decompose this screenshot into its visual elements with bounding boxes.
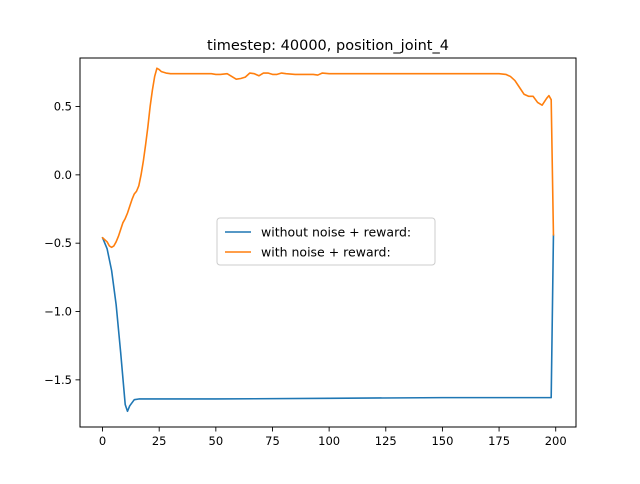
x-tick-label: 100 [318,434,340,448]
x-tick-label: 50 [209,434,224,448]
x-tick-label: 150 [431,434,453,448]
y-tick-label: −0.5 [44,236,72,250]
legend: without noise + reward: with noise + rewa… [216,217,436,266]
x-tick-label: 0 [99,434,106,448]
series-line-0 [101,234,555,413]
y-tick-label: 0.0 [54,168,72,182]
x-tick-label: 125 [375,434,397,448]
axes-frame [79,57,577,428]
y-tick-label: 0.5 [54,100,72,114]
legend-label-1: with noise + reward: [261,245,391,260]
axis-ticks: 0 25 50 75 100 125 150 175 200 −1.5 −1.0 −0.5 0.0 0.5 [44,100,567,448]
x-tick-label: 75 [265,434,280,448]
y-tick-label: −1.5 [44,373,72,387]
series-line-1 [101,67,555,249]
x-tick-label: 175 [488,434,510,448]
x-tick-label: 200 [545,434,567,448]
plot-area [101,67,555,413]
legend-box [216,217,436,266]
x-tick-label: 25 [152,434,167,448]
legend-label-0: without noise + reward: [261,225,411,240]
y-tick-label: −1.0 [44,305,72,319]
chart-title: timestep: 40000, position_joint_4 [207,38,449,54]
